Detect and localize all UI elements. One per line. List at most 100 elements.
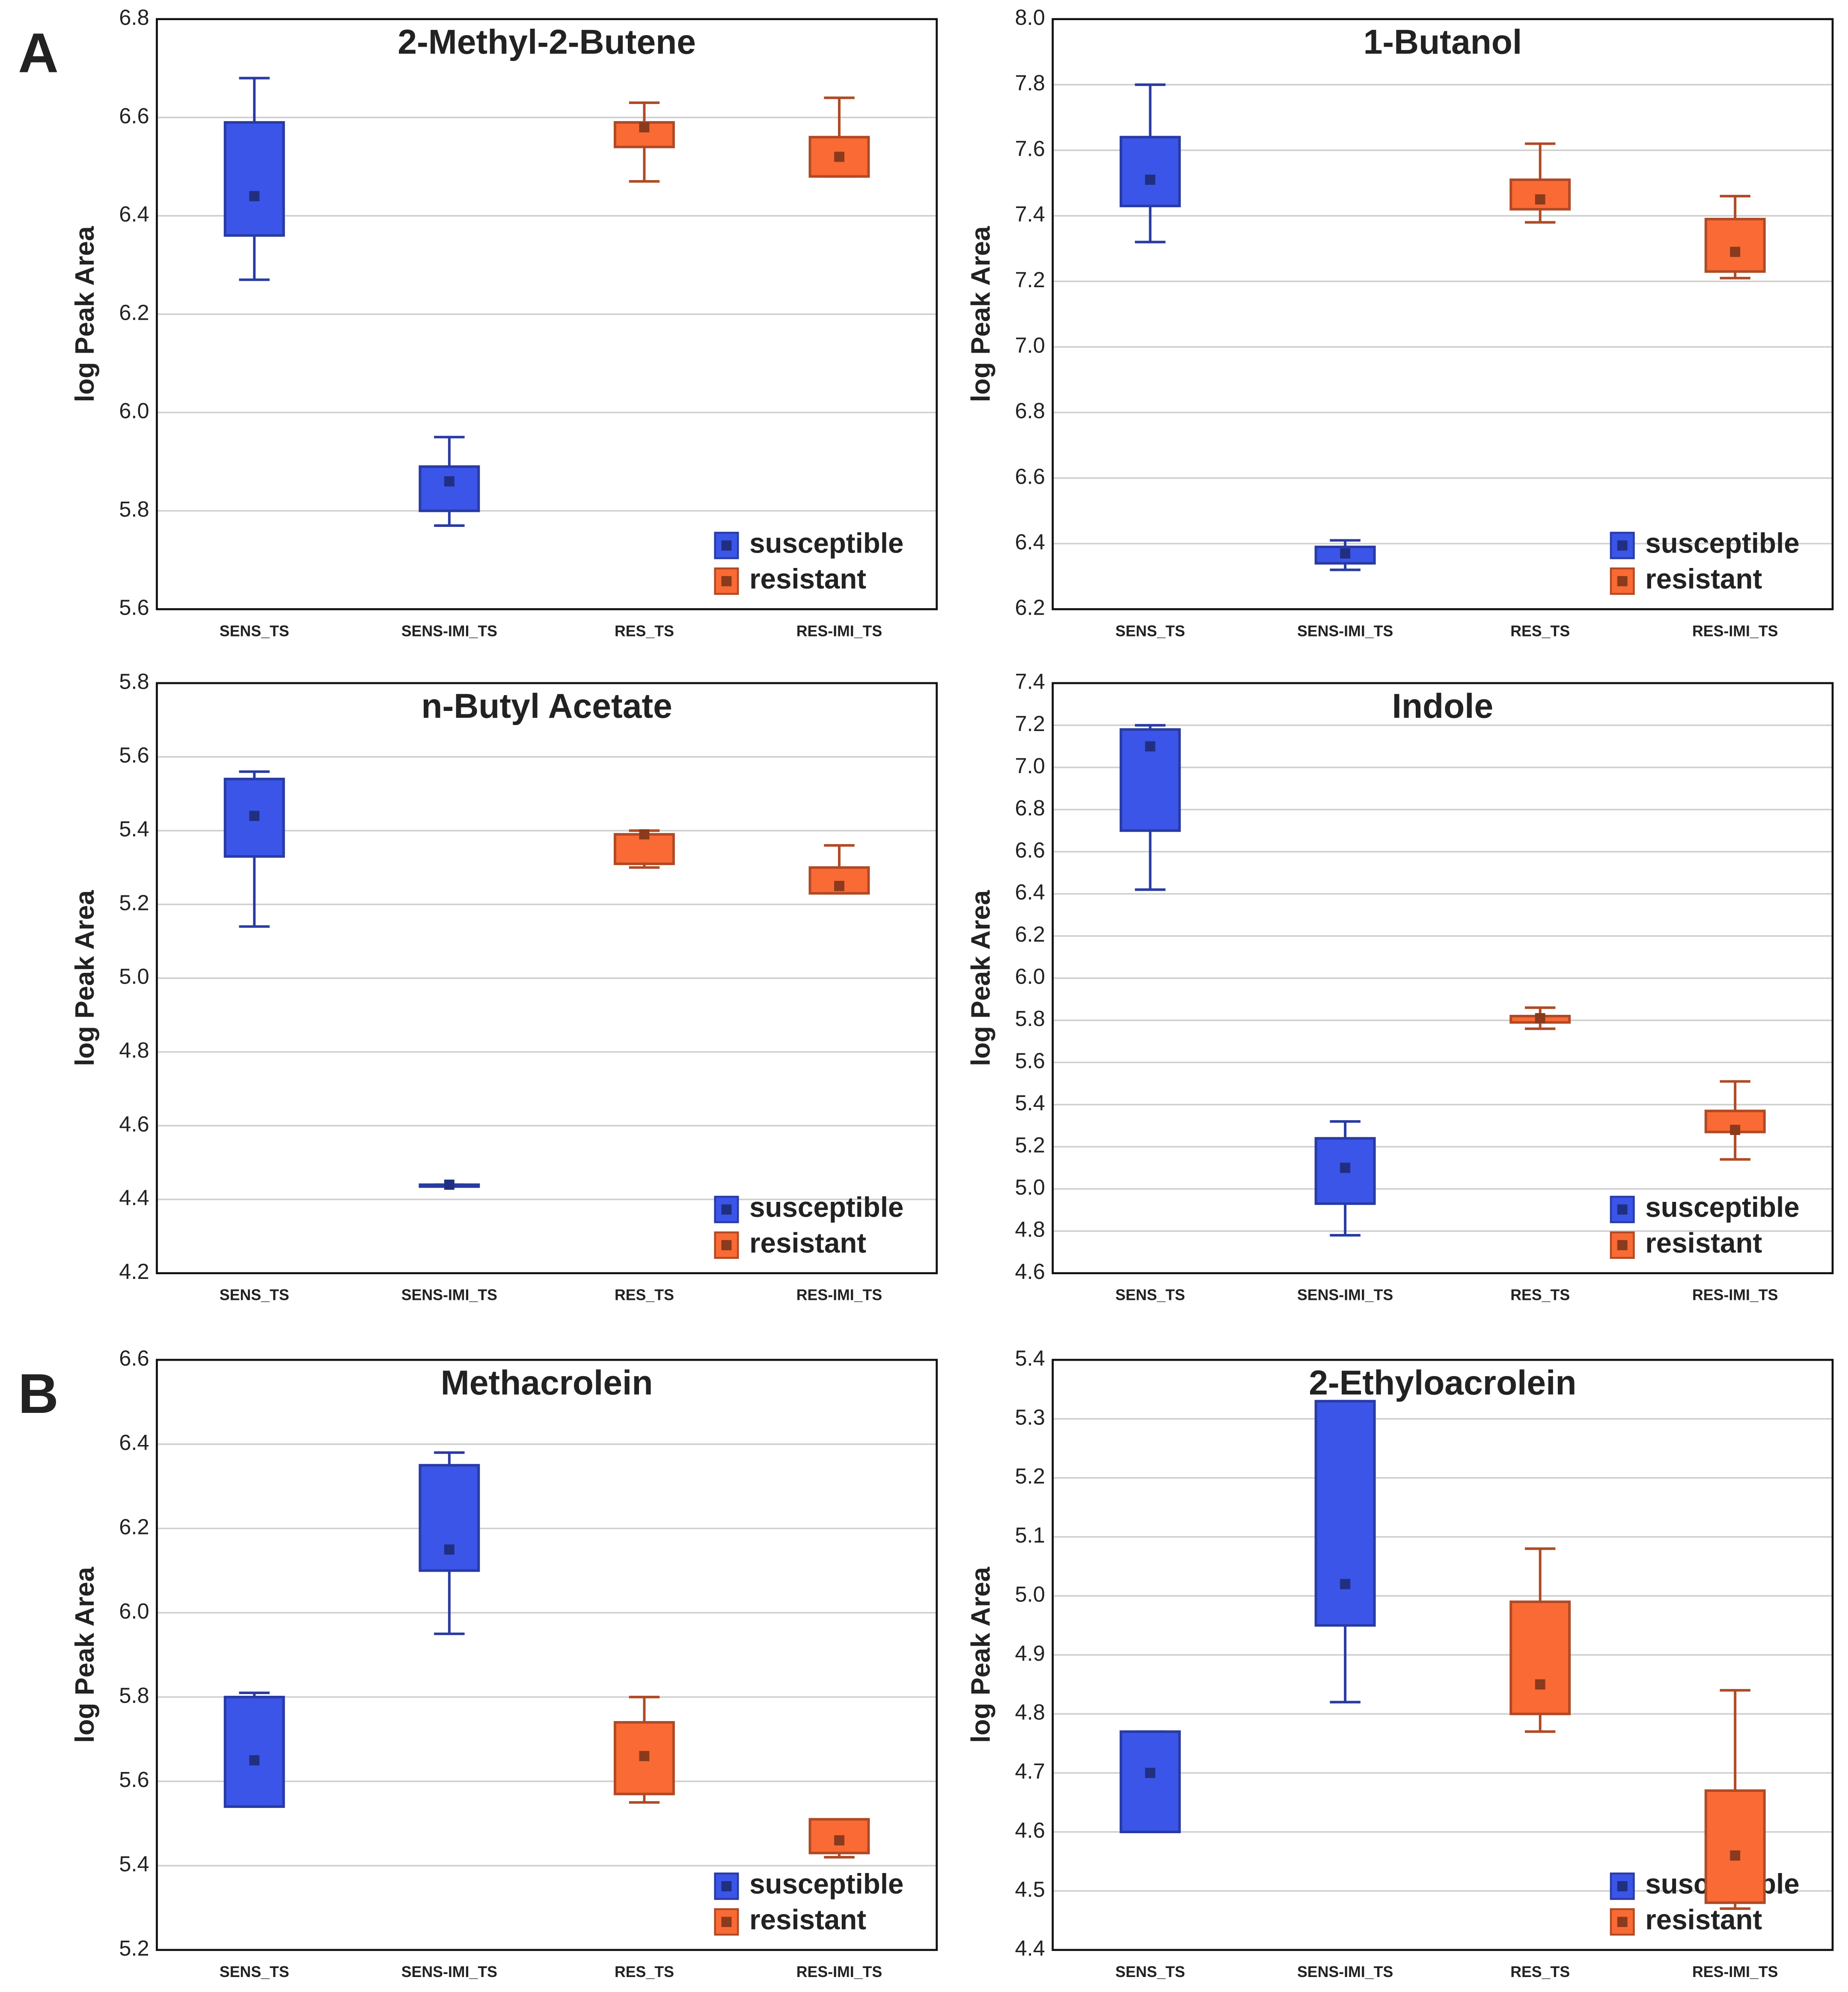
y-tick-label: 6.4: [119, 1430, 149, 1454]
box: [223, 1695, 285, 1808]
y-tick-label: 5.2: [119, 1936, 149, 1960]
legend-label: resistant: [749, 563, 866, 595]
y-tick-label: 4.6: [119, 1112, 149, 1136]
y-tick-label: 5.6: [119, 1767, 149, 1792]
y-tick-label: 6.6: [1015, 838, 1045, 862]
y-tick-label: 6.0: [119, 1599, 149, 1623]
x-tick-label: RES-IMI_TS: [1692, 1287, 1778, 1304]
y-tick-label: 5.0: [1015, 1175, 1045, 1199]
y-tick-label: 6.8: [1015, 796, 1045, 820]
y-tick-label: 6.4: [119, 202, 149, 226]
y-tick-label: 5.8: [119, 669, 149, 693]
x-tick-label: RES_TS: [1510, 1963, 1570, 1980]
chart-title: Indole: [1392, 687, 1494, 725]
plot-frame: [156, 18, 938, 610]
center-marker: [1145, 1768, 1156, 1778]
y-tick-label: 6.4: [1015, 529, 1045, 554]
box: [1704, 217, 1766, 273]
lower-whisker: [434, 1570, 465, 1635]
x-tick-label: RES-IMI_TS: [1692, 1963, 1778, 1980]
x-tick-label: RES-IMI_TS: [1692, 622, 1778, 639]
x-tick-label: RES_TS: [1510, 1287, 1570, 1304]
center-marker: [1535, 194, 1545, 205]
center-marker: [639, 122, 650, 133]
y-tick-label: 4.7: [1015, 1759, 1045, 1784]
y-tick-label: 5.2: [119, 890, 149, 915]
x-tick-label: RES_TS: [615, 622, 674, 639]
legend-swatch: [1610, 532, 1635, 559]
box: [1704, 1789, 1766, 1904]
chart-title: 2-Ethyloacrolein: [1309, 1364, 1576, 1402]
plot-frame: [1052, 1359, 1834, 1951]
y-tick-label: 5.2: [1015, 1464, 1045, 1488]
x-tick-label: SENS-IMI_TS: [401, 1963, 497, 1980]
x-tick-label: SENS_TS: [1115, 622, 1185, 639]
legend-label: resistant: [1645, 563, 1762, 595]
y-tick-label: 6.6: [119, 1346, 149, 1370]
center-marker: [249, 1755, 260, 1766]
lower-whisker: [239, 856, 270, 928]
y-tick-label: 4.8: [119, 1038, 149, 1062]
lower-whisker: [239, 235, 270, 281]
y-tick-label: 5.8: [1015, 1006, 1045, 1031]
legend-label: resistant: [1645, 1227, 1762, 1258]
x-tick-label: RES-IMI_TS: [796, 622, 882, 639]
lower-whisker: [434, 511, 465, 527]
y-tick-label: 6.2: [119, 1514, 149, 1539]
upper-whisker: [629, 101, 660, 122]
x-tick-label: SENS-IMI_TS: [401, 622, 497, 639]
legend-marker: [1617, 1881, 1628, 1891]
y-tick-label: 4.9: [1015, 1641, 1045, 1665]
plot-frame: [1052, 682, 1834, 1275]
y-tick-label: 7.0: [1015, 333, 1045, 357]
panel-label: B: [18, 1362, 59, 1425]
center-marker: [834, 880, 844, 891]
y-tick-label: 8.0: [1015, 5, 1045, 30]
legend-marker: [721, 1881, 732, 1891]
box: [1509, 1600, 1571, 1715]
x-tick-label: SENS-IMI_TS: [1297, 622, 1393, 639]
y-tick-label: 5.4: [119, 1852, 149, 1876]
center-marker: [1145, 175, 1156, 185]
legend-marker: [1617, 576, 1628, 586]
chart-title: 1-Butanol: [1364, 23, 1522, 61]
legend-marker: [1617, 1204, 1628, 1215]
y-tick-label: 4.4: [119, 1186, 149, 1210]
y-tick-label: 5.6: [1015, 1049, 1045, 1073]
lower-whisker: [1135, 830, 1166, 891]
y-tick-label: 4.8: [1015, 1700, 1045, 1724]
legend-label: susceptible: [1645, 1192, 1799, 1223]
legend-marker: [721, 576, 732, 586]
center-marker: [444, 1544, 455, 1555]
center-marker: [1340, 548, 1351, 559]
upper-whisker: [629, 1695, 660, 1722]
center-marker: [249, 811, 260, 821]
lower-whisker: [1135, 206, 1166, 244]
upper-whisker: [1524, 142, 1556, 180]
y-tick-label: 6.2: [119, 300, 149, 324]
x-tick-label: RES_TS: [1510, 622, 1570, 639]
y-tick-label: 5.6: [119, 743, 149, 767]
center-marker: [1730, 1850, 1741, 1861]
panel-label: A: [18, 21, 59, 84]
y-tick-label: 7.6: [1015, 136, 1045, 161]
center-marker: [1340, 1162, 1351, 1173]
legend-marker: [721, 1917, 732, 1927]
legend-marker: [721, 540, 732, 551]
upper-whisker: [1720, 1689, 1750, 1791]
center-marker: [1145, 741, 1156, 752]
plot-frame: [1052, 18, 1834, 610]
x-tick-label: SENS-IMI_TS: [1297, 1963, 1393, 1980]
x-tick-label: RES_TS: [615, 1287, 674, 1304]
legend-marker: [721, 1240, 732, 1251]
lower-whisker: [629, 1794, 660, 1804]
y-tick-label: 7.2: [1015, 268, 1045, 292]
y-tick-label: 7.4: [1015, 669, 1045, 693]
box: [223, 121, 285, 237]
y-tick-label: 5.0: [119, 964, 149, 989]
y-axis-label: log Peak Area: [966, 890, 995, 1066]
plot-frame: [156, 1359, 938, 1951]
legend-swatch: [714, 1872, 739, 1900]
box: [1314, 1400, 1376, 1627]
